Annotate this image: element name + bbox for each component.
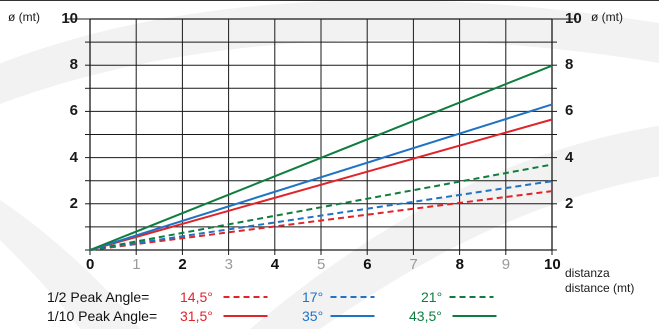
y-tick-label-right: 4 — [565, 148, 574, 166]
series-line — [89, 103, 553, 251]
y-tick-label-left: 8 — [69, 56, 78, 74]
y-tick-label-left: 10 — [61, 10, 78, 27]
x-tick-label: 8 — [455, 256, 464, 273]
legend-tenth-label: 1/10 Peak Angle= — [47, 308, 158, 324]
series-lines — [89, 64, 553, 251]
x-tick-label: 0 — [86, 256, 95, 273]
y-tick-label-right: 10 — [565, 10, 582, 27]
y-unit-left: ø (mt) — [8, 10, 40, 24]
x-tick-label: 6 — [363, 256, 372, 273]
x-tick-label: 4 — [270, 256, 280, 273]
x-tick-label: 1 — [132, 256, 141, 273]
x-tick-label: 10 — [544, 256, 561, 273]
x-axis-label-line2: distance (mt) — [565, 281, 635, 295]
background-swoosh-left — [0, 200, 140, 329]
y-tick-label-right: 2 — [565, 194, 574, 212]
y-tick-label-right: 8 — [565, 56, 574, 74]
grid — [0, 0, 659, 255]
series-line — [89, 64, 553, 251]
y-tick-label-left: 6 — [69, 102, 78, 120]
x-tick-label: 5 — [317, 256, 326, 273]
legend-entry-label: 43,5° — [409, 308, 442, 324]
series-line — [89, 163, 553, 251]
x-tick-label: 7 — [409, 256, 418, 273]
series-line — [89, 180, 553, 251]
legend-half-label: 1/2 Peak Angle= — [47, 289, 150, 305]
legend-entry-label: 17° — [302, 289, 324, 305]
x-tick-label: 9 — [501, 256, 511, 273]
series-line — [89, 118, 553, 251]
x-tick-label: 2 — [178, 256, 187, 273]
legend-swatches — [223, 296, 497, 317]
y-tick-label-right: 6 — [565, 102, 574, 120]
legend-entry-label: 35° — [302, 308, 324, 324]
y-tick-label-left: 4 — [69, 148, 78, 166]
series-line — [89, 190, 553, 251]
legend-entry-label: 31,5° — [180, 308, 213, 324]
y-tick-label-left: 2 — [69, 194, 78, 212]
y-unit-right: ø (mt) — [591, 10, 623, 24]
x-tick-label: 3 — [224, 256, 233, 273]
legend-entry-label: 14,5° — [180, 289, 213, 305]
background-swoosh-top — [0, 0, 659, 105]
x-axis-label-line1: distanza — [565, 266, 610, 280]
legend-entry-label: 21° — [421, 289, 443, 305]
